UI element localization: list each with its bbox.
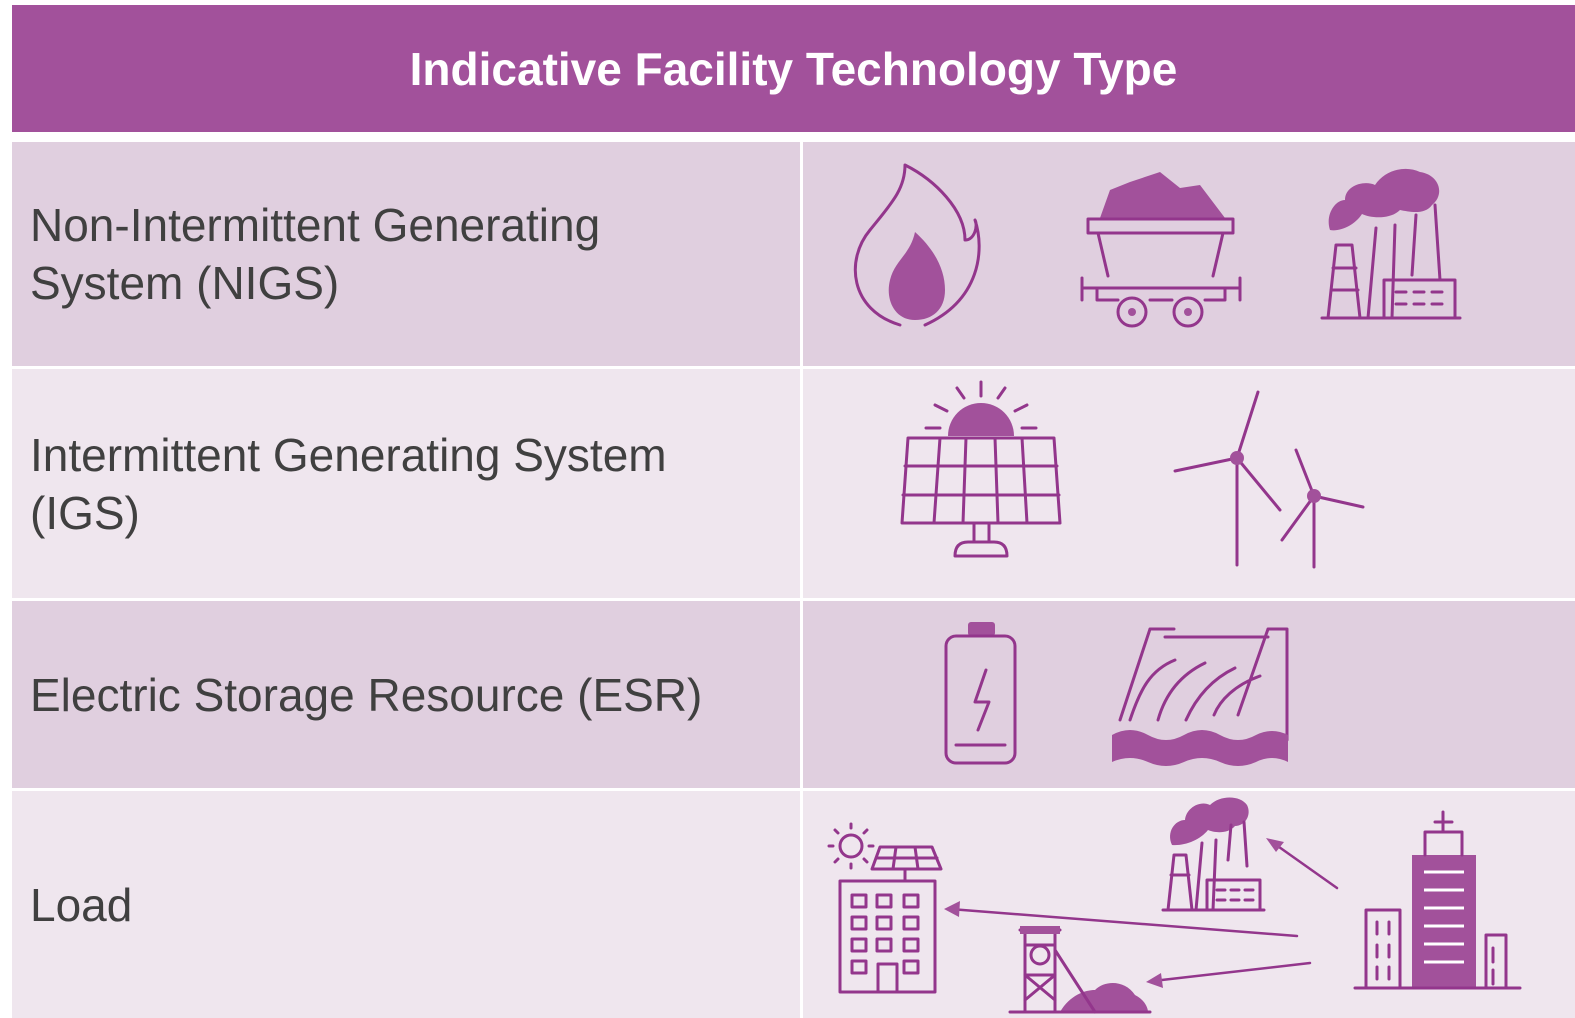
icons: [0, 0, 1575, 1018]
battery-icon: [946, 622, 1015, 763]
load-mine-icon: [1010, 926, 1150, 1012]
load-factory-icon: [1163, 798, 1264, 911]
wind-turbine-icon: [1175, 392, 1363, 567]
page: {"table": {"title": "Indicative Facility…: [0, 0, 1575, 1018]
flow-arrows: [944, 838, 1337, 988]
hydro-dam-icon: [1112, 629, 1288, 766]
load-building-icon: [829, 824, 941, 992]
factory-icon: [1322, 169, 1460, 318]
coal-cart-icon: [1082, 172, 1240, 326]
flame-icon: [855, 165, 979, 325]
solar-panel-icon: [902, 382, 1060, 556]
load-tower-icon: [1355, 812, 1520, 988]
